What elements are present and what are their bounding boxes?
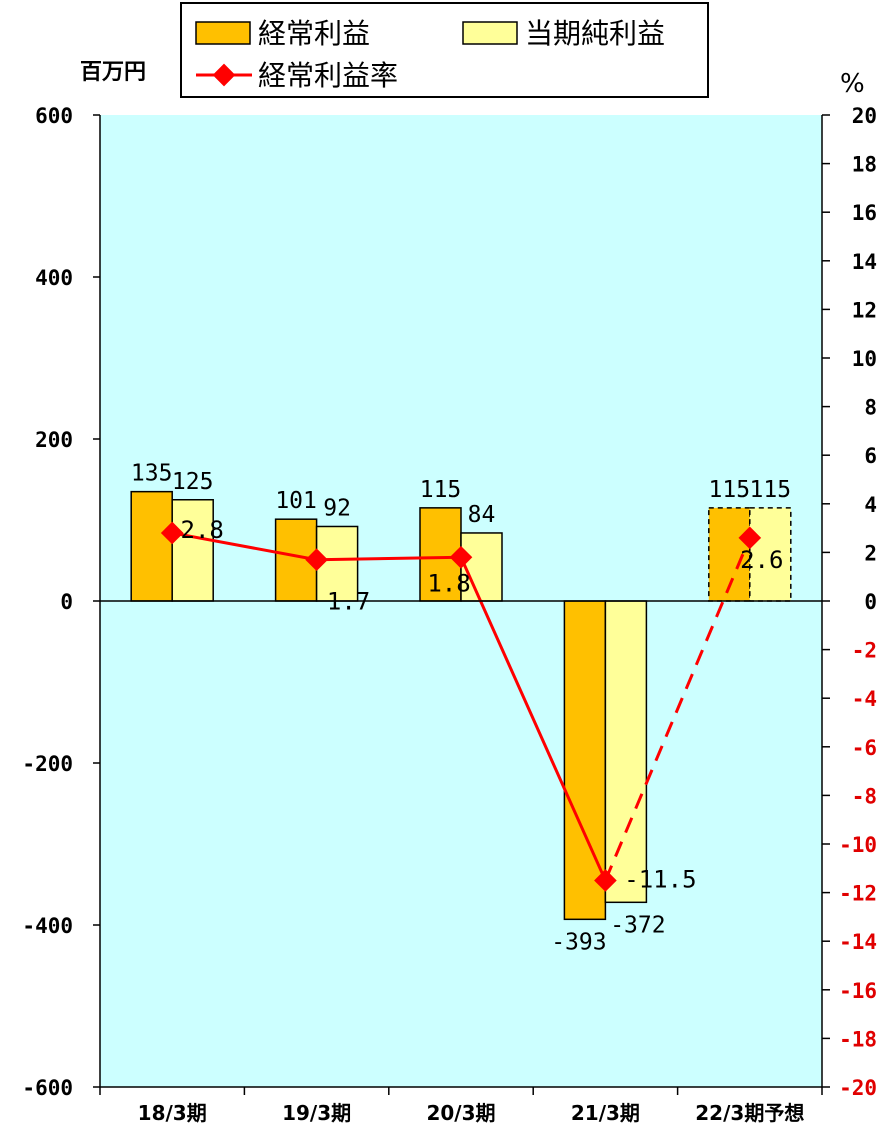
margin-point-3 — [594, 869, 617, 892]
y-right-tick-label: -4 — [852, 687, 877, 711]
y-right-tick-label: -8 — [852, 784, 877, 808]
margin-point-1 — [305, 548, 328, 572]
labels-layer: 135 101 115 -393 115 125 92 84 -372 115 2.8 1.7 1.8 -… — [131, 461, 791, 956]
legend-marker-ordinary-margin — [212, 63, 236, 87]
x-category-label: 18/3期 — [138, 1101, 207, 1125]
margin-label-0: 2.8 — [181, 516, 224, 544]
x-category-label: 21/3期 — [571, 1101, 640, 1125]
axes-layer: 6004002000-200-400-60020181614121086420-… — [22, 104, 877, 1125]
y-left-tick-label: -600 — [22, 1076, 73, 1100]
y-left-tick-label: 200 — [35, 428, 73, 452]
y-right-tick-label: 2 — [864, 541, 877, 565]
y-left-tick-label: -400 — [22, 914, 73, 938]
legend-label-ordinary-profit: 経常利益 — [258, 17, 370, 50]
y-right-unit-label: % — [840, 69, 865, 99]
bar-label-s1-3: -372 — [610, 912, 665, 938]
y-left-tick-label: 600 — [35, 104, 73, 128]
y-right-tick-label: 6 — [864, 444, 877, 468]
bar-label-s1-0: 125 — [172, 469, 214, 495]
y-right-tick-label: -18 — [839, 1027, 877, 1051]
y-right-tick-label: -16 — [839, 979, 877, 1003]
y-right-tick-label: 18 — [852, 153, 877, 177]
y-right-tick-label: 0 — [864, 590, 877, 614]
y-left-tick-label: 0 — [60, 590, 73, 614]
bar-s0-0 — [130, 490, 173, 602]
margin-label-4: 2.6 — [740, 546, 783, 574]
margin-label-3: -11.5 — [624, 865, 696, 893]
x-category-label: 19/3期 — [282, 1101, 351, 1125]
y-right-tick-label: 12 — [852, 298, 877, 322]
legend: 経常利益 当期純利益 経常利益率 — [180, 2, 709, 98]
legend-label-net-profit: 当期純利益 — [525, 17, 665, 50]
y-right-tick-label: 16 — [852, 201, 877, 225]
y-right-tick-label: 20 — [852, 104, 877, 128]
bar-s1-2 — [460, 532, 503, 602]
legend-label-ordinary-margin: 経常利益率 — [258, 59, 398, 92]
y-right-tick-label: 8 — [864, 396, 877, 420]
y-right-tick-label: -2 — [852, 639, 877, 663]
margin-point-2 — [449, 545, 473, 569]
bar-label-s0-3: -393 — [551, 929, 606, 955]
legend-box — [180, 2, 709, 98]
y-right-tick-label: -6 — [852, 736, 877, 760]
bar-label-s0-1: 101 — [275, 488, 317, 514]
bar-s0-3 — [563, 600, 607, 921]
bar-label-s0-0: 135 — [131, 461, 173, 487]
ordinary-margin-line — [171, 531, 607, 882]
x-category-label: 22/3期予想 — [695, 1101, 804, 1125]
y-right-tick-label: -20 — [839, 1076, 877, 1100]
ordinary-margin-forecast-line — [604, 537, 752, 882]
x-category-label: 20/3期 — [426, 1101, 495, 1125]
bar-label-s0-4: 115 — [709, 477, 751, 503]
bar-label-s0-2: 115 — [420, 477, 462, 503]
legend-swatch-ordinary-profit — [195, 21, 251, 45]
bar-label-s1-2: 84 — [468, 502, 496, 528]
y-right-tick-label: 10 — [852, 347, 877, 371]
y-right-tick-label: 4 — [864, 493, 877, 517]
line-layer — [160, 521, 762, 892]
margin-point-4 — [738, 526, 762, 550]
y-right-tick-label: -12 — [839, 882, 877, 906]
y-left-tick-label: 400 — [35, 266, 73, 290]
y-right-tick-label: 14 — [852, 250, 877, 274]
bar-label-s1-4: 115 — [750, 477, 792, 503]
legend-swatch-net-profit — [462, 21, 518, 45]
y-left-unit-label: 百万円 — [80, 60, 146, 85]
bar-label-s1-1: 92 — [323, 495, 351, 521]
bar-s1-3 — [604, 600, 648, 904]
y-right-tick-label: -14 — [839, 930, 877, 954]
y-left-tick-label: -200 — [22, 752, 73, 776]
margin-label-1: 1.7 — [327, 588, 370, 616]
margin-label-2: 1.8 — [427, 569, 470, 597]
y-right-tick-label: -10 — [839, 833, 877, 857]
bar-s1-0 — [171, 499, 214, 602]
